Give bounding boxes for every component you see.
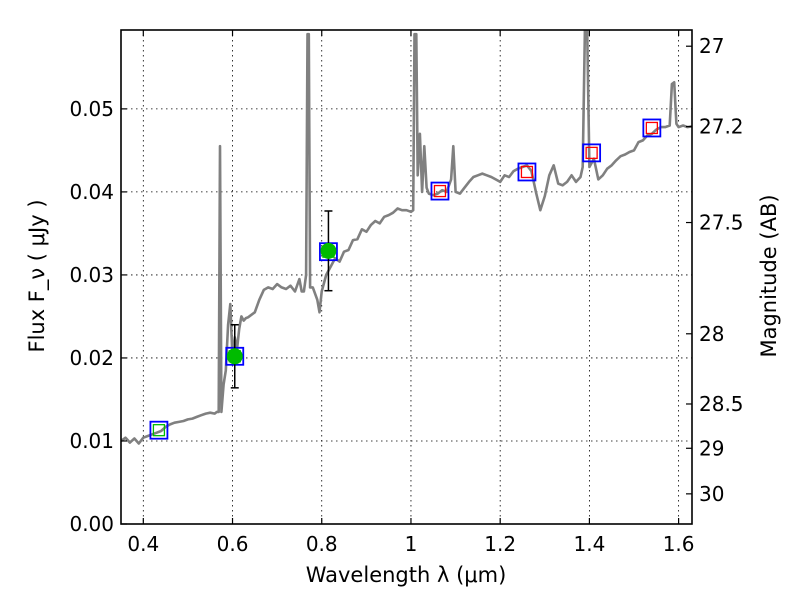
- model-square: [517, 162, 537, 182]
- y2-tick-label: 28: [699, 322, 724, 346]
- x-tick-label: 1.2: [484, 532, 516, 556]
- plot-frame: [120, 29, 693, 525]
- model-square-inner: [152, 424, 166, 437]
- y-tick-label: 0.01: [69, 429, 114, 453]
- x-tick-label: 0.4: [127, 532, 159, 556]
- x-tick-label: 1: [405, 532, 418, 556]
- axes: 0.4 0.6 0.8 1 1.2 1.4 1.6 0.00 0.01 0.02 0.03 0.04 0…: [69, 29, 744, 556]
- model-square: [582, 143, 602, 163]
- x-tick-label: 1.6: [663, 532, 695, 556]
- x-axis-label: Wavelength λ (μm): [306, 563, 507, 587]
- observed-point: [226, 348, 243, 365]
- y-tick-label: 0.02: [69, 346, 114, 370]
- model-square-inner: [520, 165, 534, 179]
- y2-tick-label: 27: [699, 34, 724, 58]
- spectrum-series: [121, 30, 692, 445]
- y2-tick-label: 28.5: [699, 392, 744, 416]
- model-square: [430, 181, 450, 201]
- observed-point: [320, 242, 337, 259]
- model-square-inner: [645, 121, 659, 135]
- model-square: [149, 420, 169, 440]
- y2-tick-label: 30: [699, 482, 724, 506]
- y2-tick-label: 27.2: [699, 115, 744, 139]
- model-square: [642, 118, 662, 138]
- model-square-inner: [585, 146, 598, 160]
- y2-tick-label: 27.5: [699, 211, 744, 235]
- spectrum-line: [121, 30, 692, 445]
- y2-tick-label: 29: [699, 436, 724, 460]
- y-tick-label: 0.03: [69, 263, 114, 287]
- model-square-inner: [433, 184, 447, 198]
- x-tick-label: 0.6: [217, 532, 249, 556]
- data-points: [149, 118, 662, 440]
- y-axis-label: Flux F_ν ( μJy ): [25, 199, 50, 352]
- y-tick-label: 0.00: [69, 512, 114, 536]
- x-tick-label: 1.4: [573, 532, 605, 556]
- y-tick-label: 0.05: [69, 97, 114, 121]
- x-tick-label: 0.8: [306, 532, 338, 556]
- grid: [121, 30, 692, 525]
- y-tick-label: 0.04: [69, 180, 114, 204]
- y2-axis-label: Magnitude (AB): [757, 194, 781, 357]
